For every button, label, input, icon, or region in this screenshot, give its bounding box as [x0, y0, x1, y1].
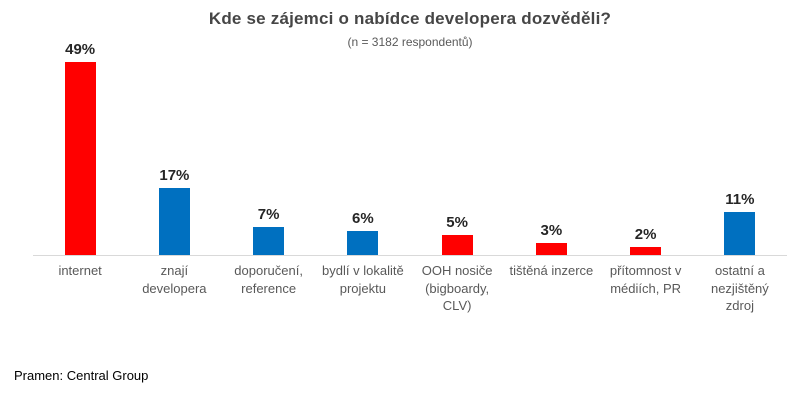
- bar-column: 6%: [316, 210, 410, 255]
- category-label: tištěná inzerce: [509, 263, 594, 278]
- bar-value-label: 3%: [540, 222, 563, 239]
- bar: [347, 231, 379, 255]
- category-label: bydlí v lokalitě projektu: [322, 263, 404, 296]
- bar-column: 11%: [693, 191, 787, 255]
- bar: [724, 212, 756, 255]
- category-label: doporučení, reference: [234, 263, 303, 296]
- bar-value-label: 49%: [65, 41, 96, 58]
- bar: [253, 227, 285, 255]
- bar-value-label: 7%: [257, 206, 280, 223]
- bar: [158, 188, 190, 255]
- bar-value-label: 6%: [352, 210, 374, 227]
- chart-title: Kde se zájemci o nabídce developera dozv…: [208, 9, 612, 28]
- bar: [441, 235, 473, 255]
- bar-column: 49%: [33, 41, 127, 255]
- bar-value-label: 5%: [446, 214, 468, 231]
- bar-column: 5%: [410, 214, 504, 255]
- bar-column: 2%: [599, 226, 693, 255]
- category-label: znají developera: [142, 263, 207, 296]
- plot-area: 49% 17% 7% 6% 5% 3% 2% 11%: [33, 35, 787, 256]
- bar-value-label: 17%: [159, 167, 190, 184]
- bar-column: 17%: [127, 167, 221, 255]
- bar: [630, 247, 662, 255]
- category-label: internet: [58, 263, 102, 278]
- chart-subtitle: (n = 3182 respondentů): [347, 35, 473, 49]
- category-label: ostatní a nezjištěný zdroj: [710, 263, 769, 314]
- category-label: přítomnost v médiích, PR: [609, 263, 682, 296]
- bar: [535, 243, 567, 255]
- bar-value-label: 11%: [725, 191, 755, 208]
- bar-value-label: 2%: [634, 226, 657, 243]
- bar-column: 7%: [222, 206, 316, 255]
- category-axis: internet znají developera doporučení, refe…: [33, 262, 787, 315]
- bar: [64, 62, 96, 255]
- category-label: OOH nosiče (bigboardy, CLV): [421, 263, 493, 314]
- bar-column: 3%: [504, 222, 598, 255]
- source-note: Pramen: Central Group: [14, 368, 149, 383]
